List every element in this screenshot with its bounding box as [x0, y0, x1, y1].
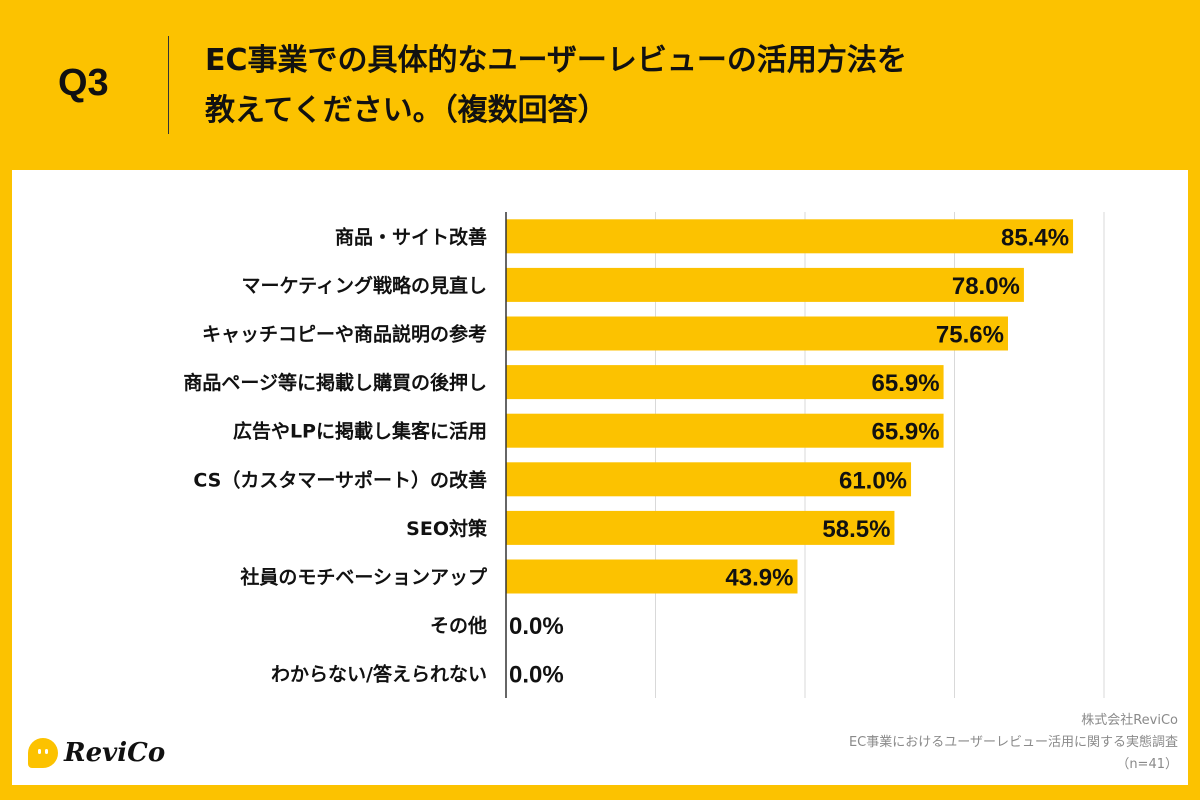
category-label: わからない/答えられない [271, 663, 487, 686]
category-label: その他 [430, 614, 487, 637]
bar [506, 365, 944, 400]
data-label: 58.5% [822, 516, 890, 543]
logo-text: ReviCo [64, 738, 166, 768]
sample-size: （n=41） [1116, 757, 1178, 772]
bar [506, 462, 912, 497]
bar [506, 510, 895, 545]
bar [506, 267, 1024, 302]
survey-name: EC事業におけるユーザーレビュー活用に関する実態調査 [848, 735, 1178, 750]
divider [168, 36, 169, 134]
question-number: Q3 [58, 62, 109, 104]
category-label: CS（カスタマーサポート）の改善 [193, 468, 487, 491]
reviCo-logo: ReviCo [28, 738, 165, 768]
bar [506, 219, 1074, 254]
page-title: EC事業での具体的なユーザーレビューの活用方法を 教えてください。（複数回答） [205, 36, 1105, 136]
bar [506, 413, 944, 448]
category-label: SEO対策 [406, 517, 488, 540]
data-label: 0.0% [509, 662, 564, 689]
data-label: 0.0% [509, 613, 564, 640]
data-label: 85.4% [1001, 224, 1069, 251]
data-label: 65.9% [872, 419, 940, 446]
category-label: 社員のモチベーションアップ [239, 566, 488, 589]
title-line-2: 教えてください。（複数回答） [205, 93, 608, 128]
category-label: 広告やLPに掲載し集客に活用 [233, 420, 487, 443]
category-label: 商品ページ等に掲載し購買の後押し [183, 371, 487, 394]
title-line-1: EC事業での具体的なユーザーレビューの活用方法を [205, 43, 907, 78]
data-label: 75.6% [936, 322, 1004, 349]
data-label: 43.9% [725, 565, 793, 592]
source-note: 株式会社ReviCo EC事業におけるユーザーレビュー活用に関する実態調査 （n… [849, 710, 1178, 776]
speech-bubble-icon [28, 738, 58, 768]
bar [506, 316, 1008, 351]
category-label: キャッチコピーや商品説明の参考 [202, 323, 487, 346]
data-label: 78.0% [952, 273, 1020, 300]
bar [506, 559, 798, 594]
category-label: マーケティング戦略の見直し [242, 274, 487, 297]
data-label: 61.0% [839, 467, 907, 494]
data-label: 65.9% [872, 370, 940, 397]
category-label: 商品・サイト改善 [335, 225, 487, 248]
company-name: 株式会社ReviCo [1081, 713, 1178, 728]
